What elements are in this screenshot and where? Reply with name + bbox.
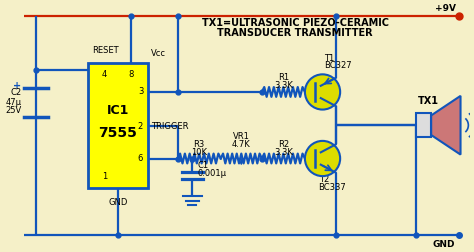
Text: 0.001µ: 0.001µ (197, 169, 226, 178)
Text: TX1: TX1 (418, 96, 439, 106)
Text: VR1: VR1 (233, 132, 250, 141)
Text: 2: 2 (138, 122, 143, 131)
Text: 7555: 7555 (99, 126, 137, 140)
Text: T2: T2 (319, 175, 329, 184)
Text: TRIGGER: TRIGGER (151, 122, 189, 131)
Text: GND: GND (432, 240, 455, 249)
Bar (88, 62, 148, 188)
Text: R2: R2 (278, 140, 289, 149)
Text: T1: T1 (325, 54, 335, 63)
Circle shape (305, 141, 340, 176)
Text: 1: 1 (102, 172, 107, 181)
Text: 10K: 10K (191, 148, 207, 156)
Text: C2: C2 (11, 88, 22, 97)
Text: BC327: BC327 (325, 61, 352, 71)
Text: R1: R1 (278, 73, 289, 82)
Text: 47µ: 47µ (6, 98, 22, 107)
Text: 6: 6 (138, 154, 143, 163)
Text: 4: 4 (102, 70, 107, 79)
Text: +9V: +9V (435, 4, 456, 13)
Text: IC1: IC1 (107, 104, 129, 117)
Text: BC337: BC337 (319, 183, 346, 192)
Text: TX1=ULTRASONIC PIEZO-CERAMIC: TX1=ULTRASONIC PIEZO-CERAMIC (201, 18, 389, 27)
Text: R3: R3 (193, 140, 205, 149)
Text: C1: C1 (197, 161, 209, 170)
Text: Vcc: Vcc (151, 49, 166, 58)
Polygon shape (431, 96, 461, 154)
Text: 8: 8 (128, 70, 134, 79)
Text: 4.7K: 4.7K (232, 140, 251, 149)
Text: +: + (13, 81, 21, 91)
Text: 25V: 25V (6, 107, 22, 115)
Text: 3: 3 (138, 87, 143, 97)
Circle shape (305, 74, 340, 110)
Text: 3.3K: 3.3K (274, 81, 293, 90)
Text: 3.3K: 3.3K (274, 148, 293, 156)
Bar (416, 113, 431, 137)
Text: GND: GND (109, 198, 128, 207)
Text: RESET: RESET (92, 46, 119, 55)
Text: TRANSDUCER TRANSMITTER: TRANSDUCER TRANSMITTER (217, 28, 373, 38)
